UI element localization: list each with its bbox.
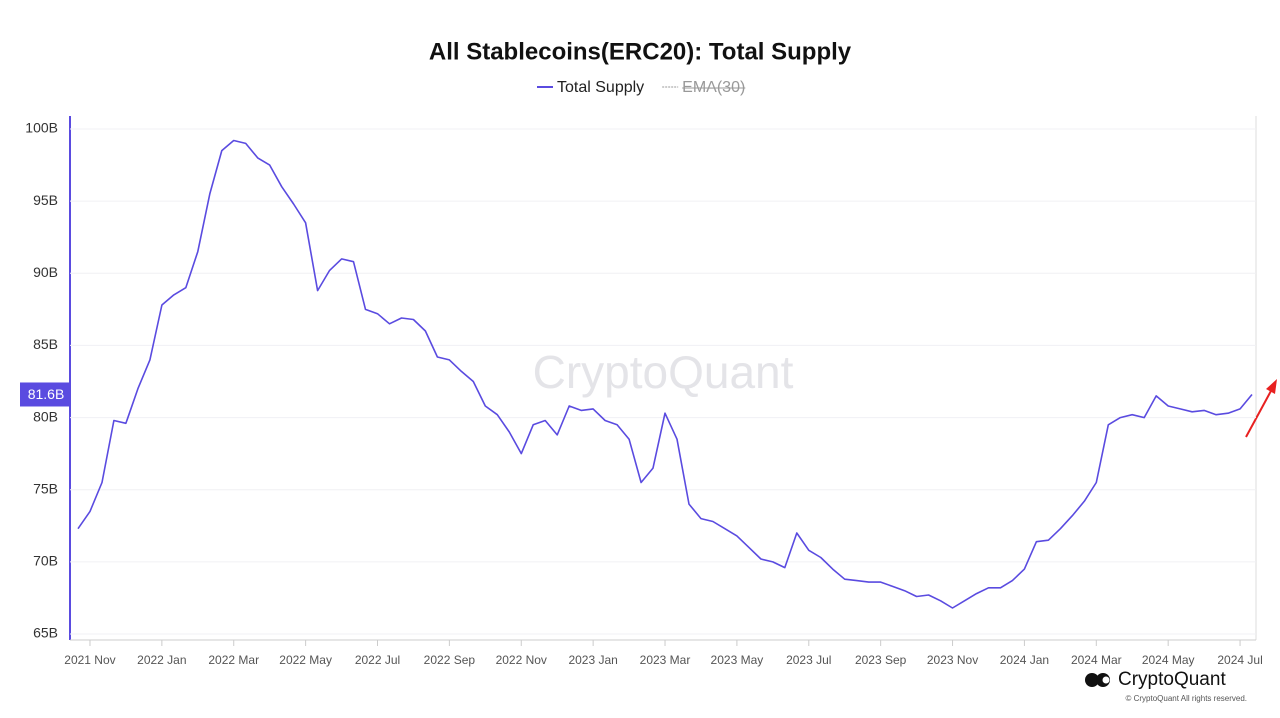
y-tick-label: 85B [33, 336, 58, 352]
x-tick-label: 2022 Mar [208, 653, 259, 667]
y-tick-label: 80B [33, 408, 58, 424]
copyright: © CryptoQuant All rights reserved. [1126, 694, 1248, 703]
x-tick-label: 2023 May [711, 653, 764, 667]
y-tick-label: 100B [25, 120, 58, 136]
logo-dot [1085, 673, 1099, 687]
annotation-arrow [1245, 379, 1277, 438]
arrow-line [1245, 388, 1273, 438]
x-tick-label: 2023 Mar [640, 653, 691, 667]
x-tick-label: 2024 Jul [1217, 653, 1262, 667]
logo-dot [1102, 676, 1110, 684]
x-tick-label: 2022 Jan [137, 653, 186, 667]
x-tick-label: 2024 Jan [1000, 653, 1049, 667]
brand: CryptoQuant [1118, 669, 1226, 690]
y-tick-label: 90B [33, 264, 58, 280]
y-tick-label: 70B [33, 553, 58, 569]
x-tick-label: 2022 Sep [424, 653, 476, 667]
current-value-label: 81.6B [28, 386, 65, 402]
x-tick-label: 2022 Jul [355, 653, 400, 667]
watermark: CryptoQuant [533, 346, 794, 398]
x-tick-label: 2021 Nov [64, 653, 115, 667]
y-tick-label: 75B [33, 480, 58, 496]
x-tick-label: 2023 Jul [786, 653, 831, 667]
x-tick-label: 2022 Nov [496, 653, 547, 667]
x-tick-label: 2023 Jan [568, 653, 617, 667]
arrow-head [1266, 379, 1277, 394]
x-tick-label: 2024 May [1142, 653, 1195, 667]
brand-logo [1085, 673, 1110, 687]
x-tick-label: 2022 May [279, 653, 332, 667]
x-tick-label: 2023 Sep [855, 653, 907, 667]
y-tick-label: 65B [33, 625, 58, 641]
series-line [77, 139, 1253, 609]
x-tick-label: 2023 Nov [927, 653, 978, 667]
current-value-box [20, 382, 70, 407]
y-tick-label: 95B [33, 192, 58, 208]
legend-label: Total Supply [557, 79, 644, 96]
chart-title: All Stablecoins(ERC20): Total Supply [429, 38, 852, 65]
x-tick-label: 2024 Mar [1071, 653, 1122, 667]
